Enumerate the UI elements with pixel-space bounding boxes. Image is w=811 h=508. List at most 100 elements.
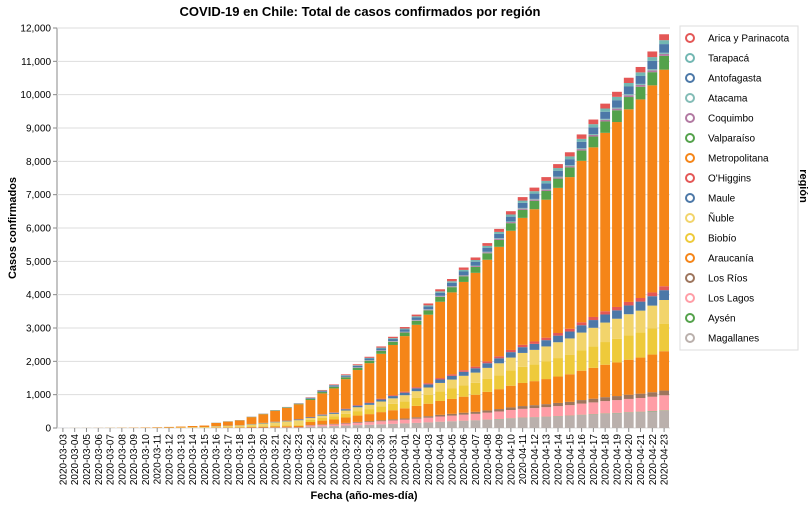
bar-segment (447, 282, 457, 286)
bar-segment (423, 305, 434, 307)
x-tick-label: 2020-03-31 (388, 434, 399, 486)
x-tick-label: 2020-03-03 (58, 434, 69, 486)
y-tick-label: 7,000 (26, 190, 51, 201)
legend-label: Atacama (708, 94, 748, 105)
bar-segment (612, 91, 622, 97)
bar-segment (576, 403, 587, 415)
bar-segment (553, 402, 563, 407)
bar-segment (470, 257, 481, 261)
x-tick-label: 2020-03-09 (129, 434, 140, 486)
bar-segment (388, 420, 398, 424)
bar-segment (517, 217, 528, 345)
bar-segment (435, 421, 446, 428)
bar-segment (293, 425, 304, 428)
bar-segment (352, 422, 363, 426)
y-tick-label: 8,000 (26, 157, 51, 168)
bar-segment (458, 267, 469, 270)
bar-segment (564, 165, 575, 167)
bar-segment (435, 382, 446, 392)
bar-segment (494, 363, 504, 376)
bar-segment (600, 119, 611, 122)
bar-segment (553, 416, 563, 428)
bar-segment (612, 318, 622, 339)
x-tick-label: 2020-03-13 (176, 434, 187, 486)
bar-segment (623, 301, 634, 306)
bar-segment (600, 397, 611, 402)
bar-segment (553, 376, 563, 403)
legend-symbol (685, 133, 695, 143)
bar-segment (340, 413, 351, 418)
x-tick-label: 2020-04-09 (495, 434, 506, 486)
bar-segment (482, 367, 493, 379)
bar-segment (423, 384, 434, 388)
bar-segment (411, 320, 422, 321)
bar-segment (553, 187, 563, 333)
bar-segment (411, 324, 422, 388)
bar-segment (364, 422, 375, 425)
x-tick-label: 2020-04-12 (530, 434, 541, 486)
bar-segment (435, 301, 446, 379)
x-tick-label: 2020-03-22 (282, 434, 293, 486)
bar-segment (388, 403, 398, 411)
bar-segment (270, 425, 280, 427)
bar-segment (576, 149, 587, 151)
x-tick-label: 2020-04-16 (577, 434, 588, 486)
bar-segment (388, 398, 398, 404)
bar-segment (246, 427, 257, 428)
bar-segment (647, 392, 658, 397)
x-tick-label: 2020-03-27 (341, 434, 352, 486)
bar-segment (317, 392, 328, 394)
bar-segment (376, 421, 387, 425)
bar-segment (458, 420, 469, 428)
x-tick-label: 2020-03-06 (94, 434, 105, 486)
x-tick-label: 2020-04-05 (447, 434, 458, 486)
bar-segment (329, 388, 339, 413)
bar-segment (529, 341, 540, 344)
bar-segment (364, 358, 375, 361)
bar-segment (564, 166, 575, 168)
legend-symbol (685, 333, 695, 343)
bar-segment (612, 306, 622, 311)
bar-segment (517, 344, 528, 348)
bar-segment (399, 332, 410, 333)
x-tick-label: 2020-04-08 (483, 434, 494, 486)
legend-label: Aysén (708, 314, 736, 325)
bar-segment (352, 415, 363, 422)
bar-segment (470, 413, 481, 421)
bar-segment (659, 40, 669, 45)
bar-segment (623, 359, 634, 395)
bar-segment (423, 314, 434, 384)
bar-segment (388, 339, 398, 342)
bar-segment (364, 409, 375, 415)
bar-segment (564, 177, 575, 329)
bar-segment (541, 340, 552, 347)
bar-segment (399, 392, 410, 396)
bar-segment (588, 327, 599, 347)
bar-segment (211, 422, 222, 427)
bar-segment (553, 168, 563, 171)
bar-segment (647, 396, 658, 412)
bar-segment (447, 286, 457, 288)
bar-segment (541, 180, 552, 184)
bar-segment (364, 356, 375, 358)
bar-segment (458, 370, 469, 372)
bar-segment (482, 410, 493, 413)
bar-segment (576, 141, 587, 149)
bar-segment (505, 214, 516, 217)
bar-segment (175, 426, 186, 428)
bar-segment (458, 396, 469, 413)
bar-segment (505, 407, 516, 410)
x-tick-label: 2020-03-16 (212, 434, 223, 486)
bar-segment (588, 147, 599, 317)
legend-label: Los Ríos (708, 274, 747, 285)
bar-segment (564, 156, 575, 160)
legend-label: Magallanes (708, 334, 759, 345)
bar-segment (553, 406, 563, 417)
bar-segment (187, 427, 198, 428)
bar-segment (399, 391, 410, 393)
bar-segment (352, 407, 363, 412)
bar-segment (435, 292, 446, 296)
x-tick-label: 2020-03-19 (247, 434, 258, 486)
bar-segment (376, 424, 387, 428)
bar-segment (635, 357, 646, 394)
